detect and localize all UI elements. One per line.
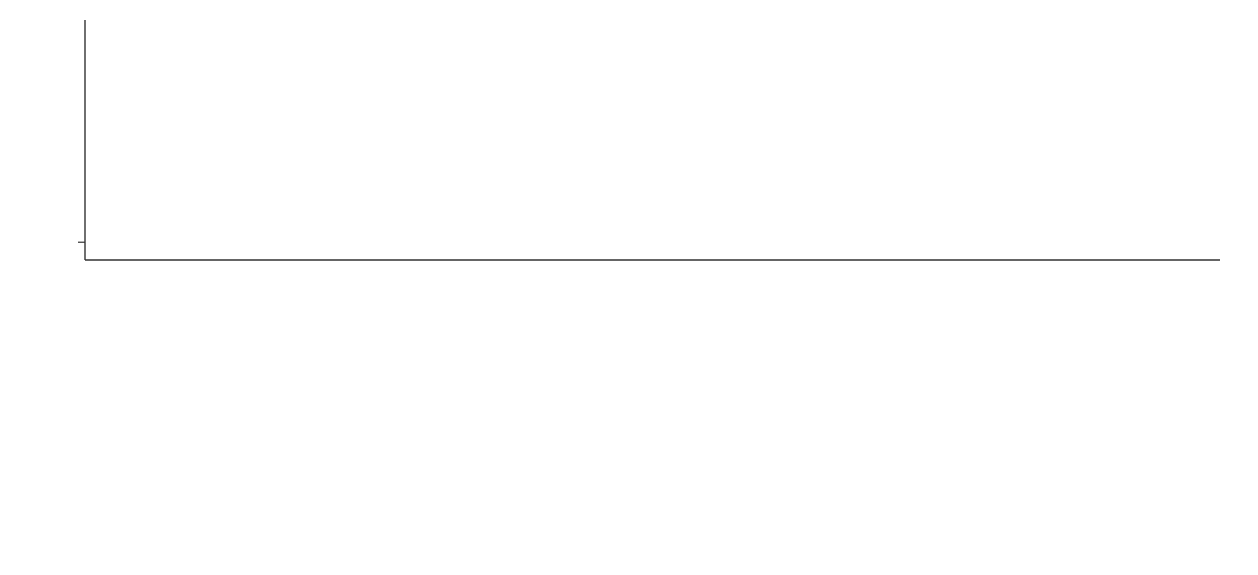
chromatogram-figure bbox=[0, 0, 1258, 575]
